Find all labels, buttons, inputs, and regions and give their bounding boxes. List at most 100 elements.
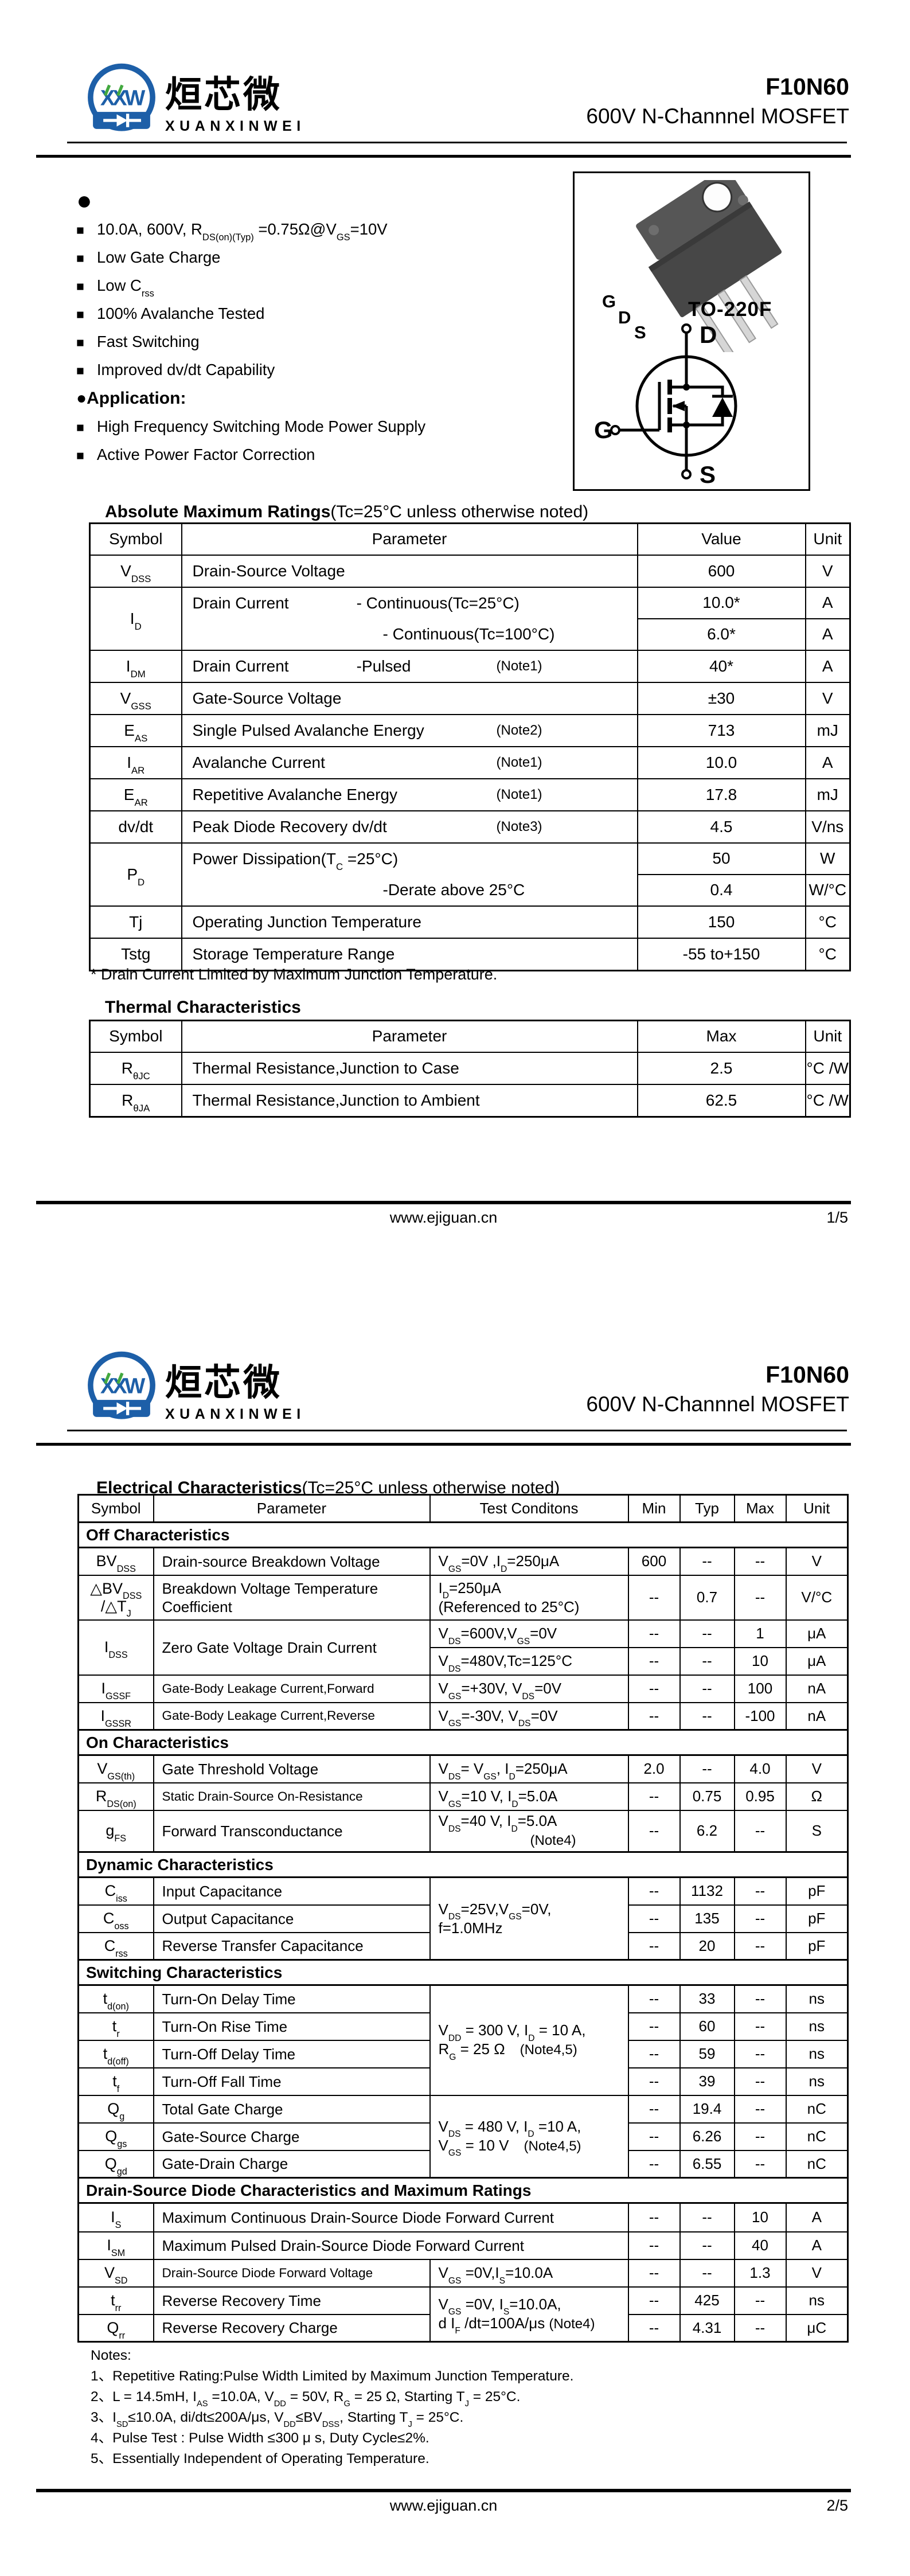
cell-symbol: VDSS xyxy=(89,554,182,588)
note-item: 3、ISD≤10.0A, di/dt≤200A/μs, VDD≤BVDSS, S… xyxy=(91,2410,464,2430)
cell-typ: 19.4 xyxy=(679,2094,735,2124)
footer-rule xyxy=(36,2489,851,2492)
table-row: VDSS Drain-Source Voltage 600 V xyxy=(89,554,851,588)
table-row: RDS(on) Static Drain-Source On-Resistanc… xyxy=(77,1782,849,1811)
cell-value: 10.0* xyxy=(636,586,806,619)
cell-max: -- xyxy=(733,2313,787,2343)
footer-page-number: 1/5 xyxy=(826,1209,848,1226)
cell-symbol: RθJC xyxy=(89,1051,182,1085)
cell-unit: V xyxy=(785,1547,849,1576)
cell-max: 100 xyxy=(733,1674,787,1703)
cell-parameter: Turn-On Delay Time xyxy=(153,1984,431,2013)
table-row: VSD Drain-Source Diode Forward Voltage V… xyxy=(77,2258,849,2288)
cell-unit: °C xyxy=(804,937,851,971)
cell-symbol: Qrr xyxy=(77,2313,154,2343)
feature-item: ■ Low Gate Charge xyxy=(76,244,425,272)
table-row: 6.0* A xyxy=(90,618,851,651)
thermal-table: Symbol Parameter Max Unit RθJC Thermal R… xyxy=(89,1020,851,1118)
cell-parameter: Turn-Off Delay Time xyxy=(153,2039,431,2068)
table-row: VGS(th) Gate Threshold Voltage VDS= VGS,… xyxy=(77,1754,849,1783)
table-row: EAR Repetitive Avalanche Energy (Note1) 1… xyxy=(89,778,851,811)
header-rule-thin xyxy=(67,1430,847,1431)
cell-typ: 6.2 xyxy=(679,1809,735,1853)
table-row: VDS=480V,Tc=125°C -- -- 10 μA xyxy=(79,1646,849,1676)
cell-max: 0.95 xyxy=(733,1782,787,1811)
table-row: △BVDSS/△TJ Breakdown Voltage Temperature… xyxy=(77,1574,849,1621)
table-row: tr Turn-On Rise Time -- 60 -- ns xyxy=(77,2012,849,2041)
svg-text:G: G xyxy=(594,416,613,443)
cell-symbol: RθJA xyxy=(89,1083,182,1117)
table-row: Coss Output Capacitance -- 135 -- pF xyxy=(77,1904,849,1933)
cell-symbol: EAR xyxy=(89,778,182,811)
col-parameter: Parameter xyxy=(181,1020,638,1053)
cell-symbol: tr xyxy=(77,2012,154,2041)
footer-rule xyxy=(36,1201,851,1204)
cell-max: 4.0 xyxy=(733,1754,787,1783)
cell-parameter: Breakdown Voltage Temperature Coefficient xyxy=(153,1574,431,1621)
cell-parameter: Static Drain-Source On-Resistance xyxy=(153,1782,431,1811)
table-row: Tj Operating Junction Temperature 150 °C xyxy=(89,905,851,939)
cell-min: -- xyxy=(627,1701,681,1731)
table-row: dv/dt Peak Diode Recovery dv/dt (Note3) 4… xyxy=(89,810,851,844)
cell-test-condition: VGS=+30V, VDS=0V xyxy=(429,1674,629,1703)
cell-max: -- xyxy=(733,1931,787,1961)
cell-test-condition: VDD = 300 V, ID = 10 A, RG = 25 Ω (Note4,5… xyxy=(429,1984,629,2096)
cell-unit: A xyxy=(804,649,851,683)
application-item: ■ Active Power Factor Correction xyxy=(76,441,425,469)
cell-parameter: Output Capacitance xyxy=(153,1904,431,1933)
note-item: 1、Repetitive Rating:Pulse Width Limited … xyxy=(91,2368,574,2384)
brand-text: 烜芯微 XUANXINWEI xyxy=(165,61,306,135)
cell-test-condition: VDS=480V,Tc=125°C xyxy=(429,1646,629,1676)
cell-test-condition: VGS=0V ,ID=250μA xyxy=(429,1547,629,1576)
note-item: 2、L = 14.5mH, IAS =10.0A, VDD = 50V, RG … xyxy=(91,2389,521,2409)
cell-max: -- xyxy=(733,2149,787,2179)
cell-unit: °C /W xyxy=(804,1083,851,1117)
cell-unit: μA xyxy=(785,1646,849,1676)
cell-max: -- xyxy=(733,2122,787,2151)
pin-label-s: S xyxy=(634,322,646,342)
cell-parameter: Maximum Continuous Drain-Source Diode Fo… xyxy=(153,2202,629,2232)
table-row: trr Reverse Recovery Time VGS =0V, IS=10… xyxy=(77,2286,849,2343)
cell-parameter: Input Capacitance xyxy=(153,1876,431,1906)
footer-website: www.ejiguan.cn xyxy=(389,1209,498,1226)
square-bullet-icon: ■ xyxy=(76,223,84,237)
header: XXW 烜芯微 XUANXINWEI xyxy=(85,1349,306,1428)
cell-max: -- xyxy=(733,2067,787,2096)
square-bullet-icon: ■ xyxy=(76,448,84,463)
cell-typ: 6.26 xyxy=(679,2122,735,2151)
cell-parameter: Drain Current -Pulsed (Note1) xyxy=(181,649,638,683)
cell-unit: mJ xyxy=(804,713,851,747)
cell-unit: A xyxy=(785,2202,849,2232)
cell-symbol: RDS(on) xyxy=(77,1782,154,1811)
square-bullet-icon: ■ xyxy=(76,420,84,435)
table-row: BVDSS Drain-source Breakdown Voltage VGS… xyxy=(77,1547,849,1576)
cell-unit: °C xyxy=(804,905,851,939)
table-row: ID Drain Current - Continuous(Tc=25°C) - C… xyxy=(89,586,851,651)
cell-typ: 60 xyxy=(679,2012,735,2041)
cell-min: -- xyxy=(627,2122,681,2151)
cell-value: 50 xyxy=(636,842,806,875)
cell-symbol: IDM xyxy=(89,649,182,683)
col-parameter: Parameter xyxy=(181,522,638,556)
datasheet-page-1: XXW 烜芯微 XUANXINWEI F10N60 600V N-Channne… xyxy=(36,61,851,1226)
feature-item: ■ Fast Switching xyxy=(76,328,425,356)
cell-test-condition: VDS=25V,VGS=0V, f=1.0MHz xyxy=(429,1876,629,1961)
cell-min: -- xyxy=(627,2202,681,2232)
cell-max: -- xyxy=(733,1547,787,1576)
cell-symbol: IAR xyxy=(89,746,182,779)
feature-text: Low Gate Charge xyxy=(96,248,221,266)
cell-unit: V xyxy=(804,554,851,588)
to220f-package-icon: G D S xyxy=(602,180,782,352)
col-unit: Unit xyxy=(804,1020,851,1053)
cell-max: -100 xyxy=(733,1701,787,1731)
heading-title: Thermal Characteristics xyxy=(105,998,301,1017)
cell-min: -- xyxy=(627,2286,681,2315)
cell-value: 17.8 xyxy=(636,778,806,811)
cell-typ: 4.31 xyxy=(679,2313,735,2343)
cell-unit: nA xyxy=(785,1674,849,1703)
table-row: Qg Total Gate Charge VDS = 480 V, ID =10… xyxy=(77,2094,849,2179)
brand-logo-icon: XXW xyxy=(88,1351,155,1419)
cell-parameter: Peak Diode Recovery dv/dt (Note3) xyxy=(181,810,638,844)
cell-min: 600 xyxy=(627,1547,681,1576)
col-unit: Unit xyxy=(804,522,851,556)
